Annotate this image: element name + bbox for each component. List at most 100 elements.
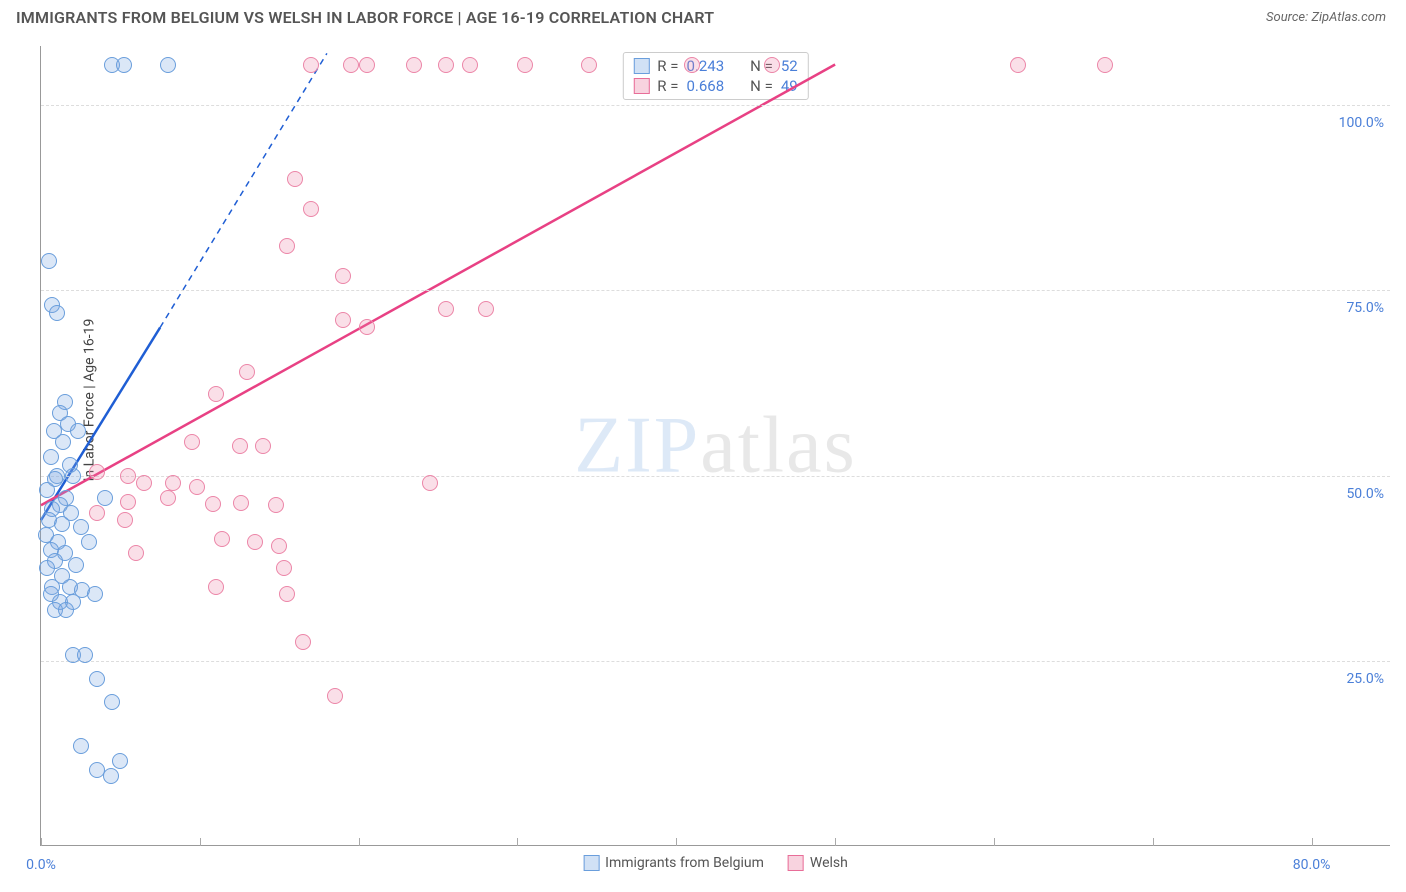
data-point-welsh (160, 490, 176, 506)
data-point-welsh (684, 57, 700, 73)
y-tick-label: 75.0% (1346, 300, 1384, 316)
data-point-welsh (406, 57, 422, 73)
data-point-welsh (214, 531, 230, 547)
data-point-welsh (271, 538, 287, 554)
data-point-belgium (112, 753, 128, 769)
trend-line (160, 53, 327, 327)
source-name: ZipAtlas.com (1311, 10, 1386, 25)
data-point-belgium (81, 534, 97, 550)
data-point-belgium (160, 57, 176, 73)
data-point-belgium (87, 586, 103, 602)
data-point-welsh (327, 688, 343, 704)
gridline-h (41, 476, 1390, 477)
data-point-welsh (136, 475, 152, 491)
data-point-welsh (462, 57, 478, 73)
series-legend: Immigrants from Belgium Welsh (583, 855, 848, 871)
data-point-welsh (208, 579, 224, 595)
data-point-welsh (276, 560, 292, 576)
data-point-welsh (438, 57, 454, 73)
data-point-welsh (438, 301, 454, 317)
data-point-belgium (97, 490, 113, 506)
data-point-welsh (117, 512, 133, 528)
x-tick (41, 838, 42, 846)
data-point-welsh (287, 171, 303, 187)
data-point-welsh (165, 475, 181, 491)
data-point-belgium (58, 602, 74, 618)
data-point-welsh (128, 545, 144, 561)
data-point-welsh (295, 634, 311, 650)
data-point-welsh (1010, 57, 1026, 73)
chart-title: IMMIGRANTS FROM BELGIUM VS WELSH IN LABO… (16, 8, 714, 27)
source-attribution: Source: ZipAtlas.com (1266, 10, 1386, 25)
legend-item-belgium: Immigrants from Belgium (583, 855, 764, 871)
data-point-belgium (41, 253, 57, 269)
data-point-belgium (65, 468, 81, 484)
swatch-belgium-icon (583, 855, 599, 871)
scatter-chart: ZIPatlas R = 0.243 N = 52 R = 0.668 N = … (40, 46, 1390, 846)
data-point-belgium (77, 647, 93, 663)
data-point-welsh (120, 494, 136, 510)
data-point-welsh (517, 57, 533, 73)
data-point-belgium (73, 519, 89, 535)
data-point-welsh (359, 319, 375, 335)
x-tick (835, 838, 836, 846)
data-point-welsh (1097, 57, 1113, 73)
x-tick (676, 838, 677, 846)
x-tick (359, 838, 360, 846)
data-point-belgium (54, 516, 70, 532)
data-point-welsh (279, 586, 295, 602)
data-point-welsh (205, 496, 221, 512)
data-point-welsh (303, 201, 319, 217)
legend-label-welsh: Welsh (810, 855, 848, 871)
data-point-belgium (55, 434, 71, 450)
data-point-welsh (247, 534, 263, 550)
data-point-belgium (116, 57, 132, 73)
data-point-welsh (208, 386, 224, 402)
data-point-welsh (335, 268, 351, 284)
data-point-welsh (232, 438, 248, 454)
legend-item-welsh: Welsh (788, 855, 848, 871)
data-point-belgium (89, 671, 105, 687)
data-point-welsh (359, 57, 375, 73)
data-point-welsh (120, 468, 136, 484)
gridline-h (41, 105, 1390, 106)
x-tick (200, 838, 201, 846)
data-point-welsh (343, 57, 359, 73)
data-point-welsh (89, 464, 105, 480)
swatch-welsh-icon (788, 855, 804, 871)
data-point-welsh (764, 57, 780, 73)
data-point-welsh (279, 238, 295, 254)
x-tick (1153, 838, 1154, 846)
x-tick-label: 80.0% (1293, 857, 1331, 873)
chart-header: IMMIGRANTS FROM BELGIUM VS WELSH IN LABO… (0, 0, 1406, 33)
source-label: Source: (1266, 10, 1311, 25)
data-point-welsh (303, 57, 319, 73)
data-point-belgium (73, 738, 89, 754)
data-point-belgium (103, 768, 119, 784)
data-point-welsh (581, 57, 597, 73)
data-point-welsh (268, 497, 284, 513)
x-tick (994, 838, 995, 846)
data-point-welsh (478, 301, 494, 317)
x-tick (517, 838, 518, 846)
trend-line (41, 65, 835, 506)
gridline-h (41, 290, 1390, 291)
x-tick (1312, 838, 1313, 846)
data-point-belgium (43, 449, 59, 465)
y-tick-label: 50.0% (1346, 486, 1384, 502)
x-tick-label: 0.0% (26, 857, 56, 873)
data-point-belgium (68, 557, 84, 573)
data-point-welsh (239, 364, 255, 380)
data-point-welsh (255, 438, 271, 454)
data-point-welsh (335, 312, 351, 328)
data-point-belgium (49, 305, 65, 321)
data-point-welsh (233, 495, 249, 511)
data-point-welsh (89, 505, 105, 521)
data-point-belgium (104, 694, 120, 710)
y-tick-label: 25.0% (1346, 671, 1384, 687)
data-point-belgium (39, 482, 55, 498)
data-point-welsh (189, 479, 205, 495)
data-point-welsh (422, 475, 438, 491)
data-point-welsh (184, 434, 200, 450)
legend-label-belgium: Immigrants from Belgium (605, 855, 764, 871)
